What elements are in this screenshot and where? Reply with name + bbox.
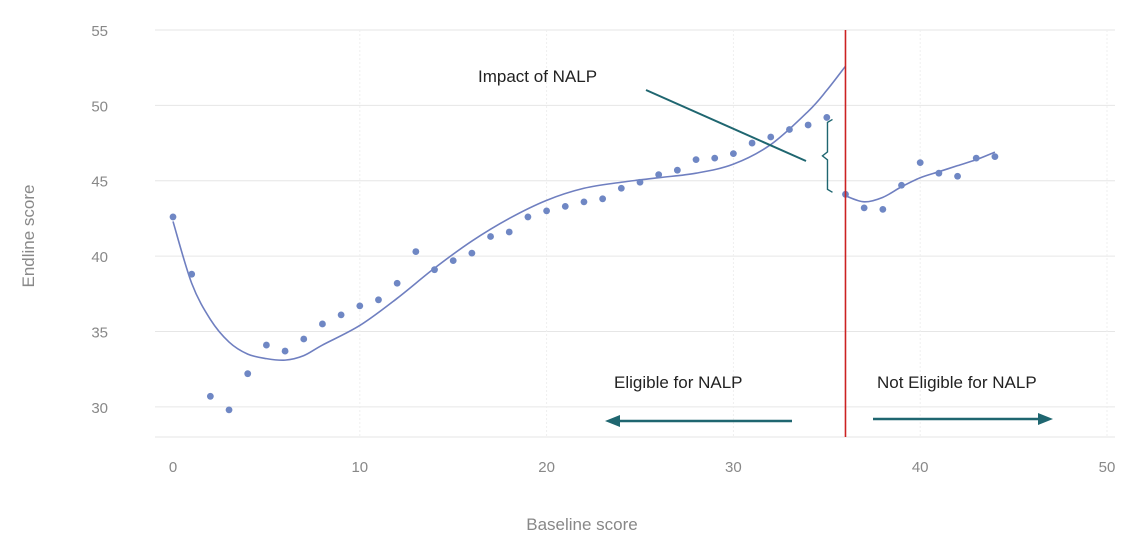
data-point (300, 335, 308, 343)
y-tick-label: 55 (91, 23, 108, 40)
data-point (617, 184, 625, 192)
data-point (954, 172, 961, 180)
not-eligible-label: Not Eligible for NALP (877, 373, 1037, 392)
impact-bracket (821, 118, 833, 193)
y-tick-label: 30 (91, 400, 108, 417)
x-tick-label: 20 (538, 459, 555, 476)
x-tick-label: 0 (169, 459, 177, 476)
data-point (375, 296, 382, 304)
annotations: Impact of NALP Eligible for NALP Not Eli… (478, 67, 1053, 427)
data-point (711, 154, 719, 162)
data-point (561, 202, 569, 210)
data-point (412, 248, 420, 255)
axis-ticks: 30 35 40 45 50 55 0 10 20 30 40 50 (91, 23, 1115, 476)
impact-pointer (645, 89, 807, 162)
data-point (319, 320, 326, 328)
y-tick-label: 45 (91, 174, 108, 191)
data-point (263, 341, 270, 349)
eligible-arrow-head (605, 415, 620, 427)
data-point (580, 198, 588, 206)
data-point (898, 181, 905, 189)
x-tick-label: 10 (351, 459, 368, 476)
data-point (524, 213, 532, 221)
fit-curve-left (172, 65, 847, 362)
data-point (879, 205, 887, 213)
data-point (393, 279, 401, 287)
data-point (188, 270, 196, 278)
y-tick-label: 50 (91, 98, 108, 115)
data-point (356, 302, 364, 310)
data-point (767, 133, 775, 141)
x-tick-label: 50 (1099, 459, 1116, 476)
data-point (543, 207, 550, 215)
data-points (169, 114, 999, 414)
fitted-curves (172, 65, 996, 362)
data-point (636, 178, 644, 186)
data-point (860, 204, 868, 212)
data-point (804, 121, 812, 129)
data-point (730, 150, 737, 158)
grid-lines (155, 29, 1115, 438)
x-tick-label: 40 (912, 459, 929, 476)
data-point (786, 126, 793, 133)
x-axis-label: Baseline score (526, 515, 638, 534)
data-point (206, 392, 214, 400)
data-point (487, 233, 494, 240)
not-eligible-arrow-head (1038, 413, 1053, 425)
data-point (225, 406, 233, 414)
data-point (673, 166, 681, 174)
data-point (823, 114, 831, 121)
x-tick-label: 30 (725, 459, 742, 476)
y-axis-label: Endline score (19, 184, 38, 287)
fit-curve-right (845, 151, 996, 203)
data-point (935, 169, 943, 177)
data-point (281, 347, 289, 355)
impact-label: Impact of NALP (478, 67, 597, 86)
y-tick-label: 35 (91, 324, 108, 341)
data-point (972, 154, 980, 162)
eligible-label: Eligible for NALP (614, 373, 743, 392)
data-point (468, 249, 476, 257)
data-point (916, 159, 924, 167)
data-point (991, 153, 999, 161)
data-point (244, 370, 252, 378)
data-point (655, 171, 663, 179)
data-point (169, 213, 177, 221)
data-point (337, 311, 345, 319)
data-point (449, 257, 457, 265)
data-point (505, 228, 513, 236)
data-point (431, 266, 438, 274)
data-point (692, 156, 700, 164)
data-point (748, 139, 756, 147)
data-point (599, 195, 607, 203)
y-tick-label: 40 (91, 249, 108, 266)
